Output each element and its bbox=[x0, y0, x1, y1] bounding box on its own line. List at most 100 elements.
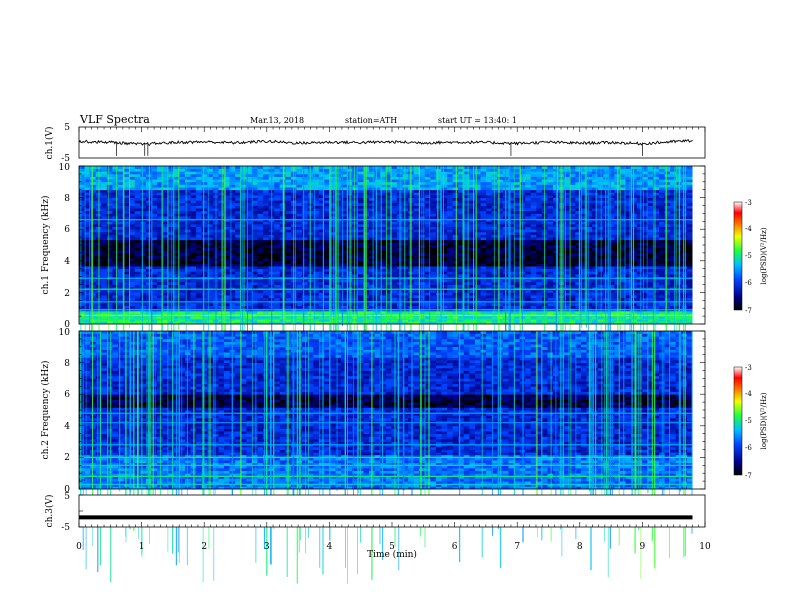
spectrogram-cell bbox=[447, 250, 454, 254]
spectrogram-cell bbox=[430, 221, 437, 225]
spectrogram-cell bbox=[263, 197, 270, 201]
spectrogram-cell bbox=[441, 279, 448, 283]
spectrogram-cell bbox=[84, 192, 91, 196]
spectrogram-cell bbox=[435, 263, 442, 267]
spectrogram-cell bbox=[341, 260, 348, 264]
spectrogram-cell bbox=[491, 310, 498, 314]
spectrogram-cell bbox=[441, 268, 448, 272]
spectrogram-cell bbox=[151, 187, 158, 191]
spectrogram-cell bbox=[151, 281, 158, 285]
spectrogram-cell bbox=[134, 184, 141, 188]
spectrogram-cell bbox=[179, 223, 186, 227]
spectrogram-cell bbox=[79, 284, 85, 288]
spectrogram-cell bbox=[474, 200, 481, 204]
spectrogram-cell bbox=[329, 260, 336, 264]
spectrogram-cell bbox=[207, 173, 214, 177]
spectrogram-cell bbox=[302, 179, 309, 183]
spectrogram-cell bbox=[201, 255, 208, 259]
spectrogram-cell bbox=[112, 205, 119, 209]
spectrogram-cell bbox=[352, 292, 359, 296]
spectrogram-cell bbox=[514, 310, 520, 314]
spectrogram-cell bbox=[318, 321, 325, 325]
spectrogram-cell bbox=[324, 273, 331, 277]
spectrogram-cell bbox=[173, 179, 180, 183]
spectrogram-cell bbox=[391, 266, 398, 270]
spectrogram-cell bbox=[463, 223, 470, 227]
spectrogram-cell bbox=[458, 258, 465, 262]
spectrogram-cell bbox=[246, 189, 253, 193]
spectrogram-cell bbox=[162, 202, 169, 206]
spectrogram-cell bbox=[313, 197, 320, 201]
spectrogram-cell bbox=[129, 273, 136, 277]
spectrogram-cell bbox=[385, 229, 392, 233]
spectrogram-cell bbox=[157, 197, 164, 201]
spectrogram-cell bbox=[469, 295, 476, 299]
spectrogram-cell bbox=[129, 181, 136, 185]
spectrogram-cell bbox=[324, 192, 331, 196]
spectrogram-cell bbox=[424, 231, 431, 235]
spectrogram-cell bbox=[201, 302, 208, 306]
spectrogram-cell bbox=[257, 231, 264, 235]
spectrogram-cell bbox=[357, 295, 364, 299]
spectrogram-cell bbox=[251, 279, 258, 283]
spectrogram-cell bbox=[190, 260, 197, 264]
spectrogram-cell bbox=[106, 202, 113, 206]
spectrogram-cell bbox=[514, 189, 520, 193]
spectrogram-cell bbox=[508, 197, 515, 201]
spectrogram-cell bbox=[486, 318, 493, 322]
spectrogram-cell bbox=[296, 271, 303, 275]
spectrogram-cell bbox=[486, 242, 493, 246]
spectrogram-cell bbox=[447, 302, 454, 306]
spectrogram-cell bbox=[385, 194, 392, 198]
spectrogram-cell bbox=[151, 226, 158, 230]
spectrogram-cell bbox=[413, 321, 420, 325]
spectrogram-cell bbox=[123, 310, 130, 314]
spectrogram-cell bbox=[123, 229, 130, 233]
spectrogram-cell bbox=[162, 247, 169, 251]
spectrogram-cell bbox=[435, 202, 442, 206]
spectrogram-cell bbox=[413, 245, 420, 249]
spectrogram-cell bbox=[179, 216, 186, 220]
spectrogram-cell bbox=[341, 210, 348, 214]
spectrogram-cell bbox=[525, 221, 532, 225]
spectrogram-cell bbox=[514, 321, 520, 325]
spectrogram-cell bbox=[430, 252, 437, 256]
spectrogram-cell bbox=[369, 295, 375, 299]
spectrogram-cell bbox=[341, 252, 348, 256]
spectrogram-cell bbox=[162, 192, 169, 196]
spectrogram-cell bbox=[469, 292, 476, 296]
spectrogram-cell bbox=[179, 184, 186, 188]
spectrogram-cell bbox=[380, 229, 387, 233]
spectrogram-cell bbox=[469, 226, 476, 230]
spectrogram-cell bbox=[251, 192, 258, 196]
spectrogram-cell bbox=[168, 321, 175, 325]
spectrogram-cell bbox=[385, 271, 392, 275]
spectrogram-cell bbox=[402, 255, 409, 259]
spectrogram-cell bbox=[474, 208, 481, 212]
spectrogram-cell bbox=[235, 226, 242, 230]
spectrogram-cell bbox=[162, 321, 169, 325]
spectrogram-cell bbox=[118, 234, 125, 238]
spectrogram-cell bbox=[463, 260, 470, 264]
spectrogram-cell bbox=[441, 208, 448, 212]
spectrogram-cell bbox=[112, 247, 119, 251]
spectrogram-cell bbox=[134, 216, 141, 220]
spectrogram-cell bbox=[296, 273, 303, 277]
spectrogram-cell bbox=[151, 252, 158, 256]
spectrogram-cell bbox=[458, 205, 465, 209]
spectrogram-cell bbox=[246, 231, 253, 235]
spectrogram-cell bbox=[263, 239, 270, 243]
spectrogram-cell bbox=[385, 197, 392, 201]
spectrogram-cell bbox=[525, 281, 532, 285]
spectrogram-cell bbox=[168, 166, 175, 170]
spectrogram-cell bbox=[536, 221, 543, 225]
spectrogram-cell bbox=[480, 168, 487, 172]
spectrogram-cell bbox=[106, 223, 113, 227]
spectrogram-cell bbox=[402, 281, 409, 285]
spectrogram-cell bbox=[246, 171, 253, 175]
spectrogram-cell bbox=[129, 266, 136, 270]
spectrogram-cell bbox=[302, 295, 309, 299]
spectrogram-cell bbox=[106, 295, 113, 299]
spectrogram-cell bbox=[101, 247, 108, 251]
spectrogram-cell bbox=[129, 168, 136, 172]
